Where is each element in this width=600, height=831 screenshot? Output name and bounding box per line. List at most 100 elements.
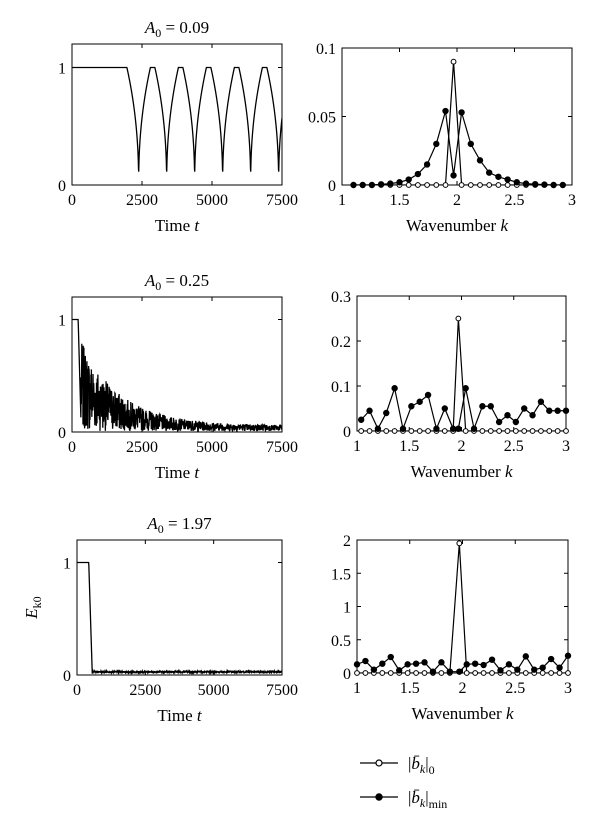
point-bmin [497,667,504,674]
point-bmin [370,666,378,673]
point-bmin [433,140,440,148]
point-bmin [404,661,411,668]
point-b0 [405,182,412,188]
point-b0 [512,428,519,434]
y-tick-label: 0 [343,424,351,441]
point-bmin [421,659,428,666]
point-bmin [366,407,373,414]
y-tick-label: 1.5 [331,566,351,583]
title-a: A [144,271,156,290]
point-b0 [522,670,529,676]
x-axis-label-var: t [194,216,200,235]
point-b0 [424,182,431,188]
series-line-b0 [361,318,566,431]
point-bmin [514,666,521,673]
point-b0 [387,670,394,676]
point-bmin [377,181,385,188]
point-b0 [489,670,495,676]
point-b0 [521,428,528,434]
point-bmin [379,660,386,667]
legend-entry-filled: |b̄k|min [360,788,447,811]
title-sub: 0 [155,279,161,293]
point-bmin [476,157,484,164]
x-tick-label: 1.5 [399,438,419,455]
point-bmin [438,659,445,666]
point-bmin [522,180,530,187]
x-tick-label: 2.5 [505,680,525,697]
point-b0 [487,428,494,434]
point-bmin [396,667,403,674]
point-bmin [387,653,394,661]
point-b0 [463,670,470,676]
x-tick-label: 7500 [266,682,298,699]
legend-b-filled: b̄ [411,788,420,807]
point-bmin [450,172,457,179]
legend-b-open: b̄ [411,754,420,773]
point-bmin [442,107,449,115]
x-axis-label-var: t [197,706,203,725]
y-tick-label: 0.2 [331,334,351,351]
title-value: = 0.09 [161,18,209,37]
x-axis-label: Time t [155,463,201,482]
point-b0 [546,428,553,434]
x-tick-label: 2500 [126,192,158,209]
point-bmin [550,181,557,189]
y-axis-label-sub: k0 [30,596,44,608]
x-axis-label-text: Time [155,216,195,235]
y-tick-label: 1 [58,61,66,78]
x-axis-label-var: k [505,462,513,481]
x-tick-label: 2 [458,438,466,455]
point-bmin [556,664,563,671]
point-bmin [455,425,462,432]
x-tick-label: 7500 [266,439,298,456]
point-bmin [423,161,431,168]
point-bmin [480,661,487,669]
y-tick-label: 0 [343,666,351,683]
y-tick-label: 0.1 [316,41,336,58]
point-b0 [538,428,544,434]
x-axis-label: Time t [155,216,201,235]
point-bmin [462,385,469,392]
x-axis-label: Time t [157,706,203,725]
y-tick-label: 0 [63,668,71,685]
point-b0 [383,428,390,434]
legend-sub-open: 0 [429,763,435,777]
x-tick-label: 2500 [129,682,161,699]
point-b0 [416,428,423,434]
point-bmin [559,181,566,189]
legend-subk-filled: k [420,796,426,810]
legend-marker-open [375,759,383,767]
x-axis-label: Wavenumber k [410,462,512,481]
legend-label-filled: |b̄k|min [408,788,447,811]
point-bmin [546,407,553,414]
plot-frame [71,43,283,186]
point-b0 [563,428,569,434]
point-bmin [416,398,423,405]
point-b0 [467,182,474,188]
point-b0 [354,670,360,676]
x-tick-label: 1 [353,680,361,697]
point-b0 [472,670,479,676]
point-b0 [404,670,411,676]
x-tick-label: 1.5 [400,680,420,697]
y-axis-label: Ek0 [22,596,44,619]
point-b0 [539,670,546,676]
series-line-b0 [357,543,568,673]
point-bmin [495,418,503,426]
x-tick-label: 0 [73,682,81,699]
point-b0 [438,670,445,676]
x-tick-label: 1 [338,192,346,209]
y-tick-label: 0.05 [308,110,336,127]
legend-entry-open: |b̄k|0 [360,754,435,777]
panel-2: 1 1.5 2 2.5 3 0 0.05 0.1 Wavenumber k [308,41,576,235]
point-b0 [479,428,486,434]
y-tick-label: 1 [58,313,66,330]
point-bmin [399,425,407,432]
point-b0 [408,428,415,434]
point-b0 [504,182,511,188]
point-bmin [504,176,511,183]
panel-title: A0 = 0.09 [144,18,209,40]
